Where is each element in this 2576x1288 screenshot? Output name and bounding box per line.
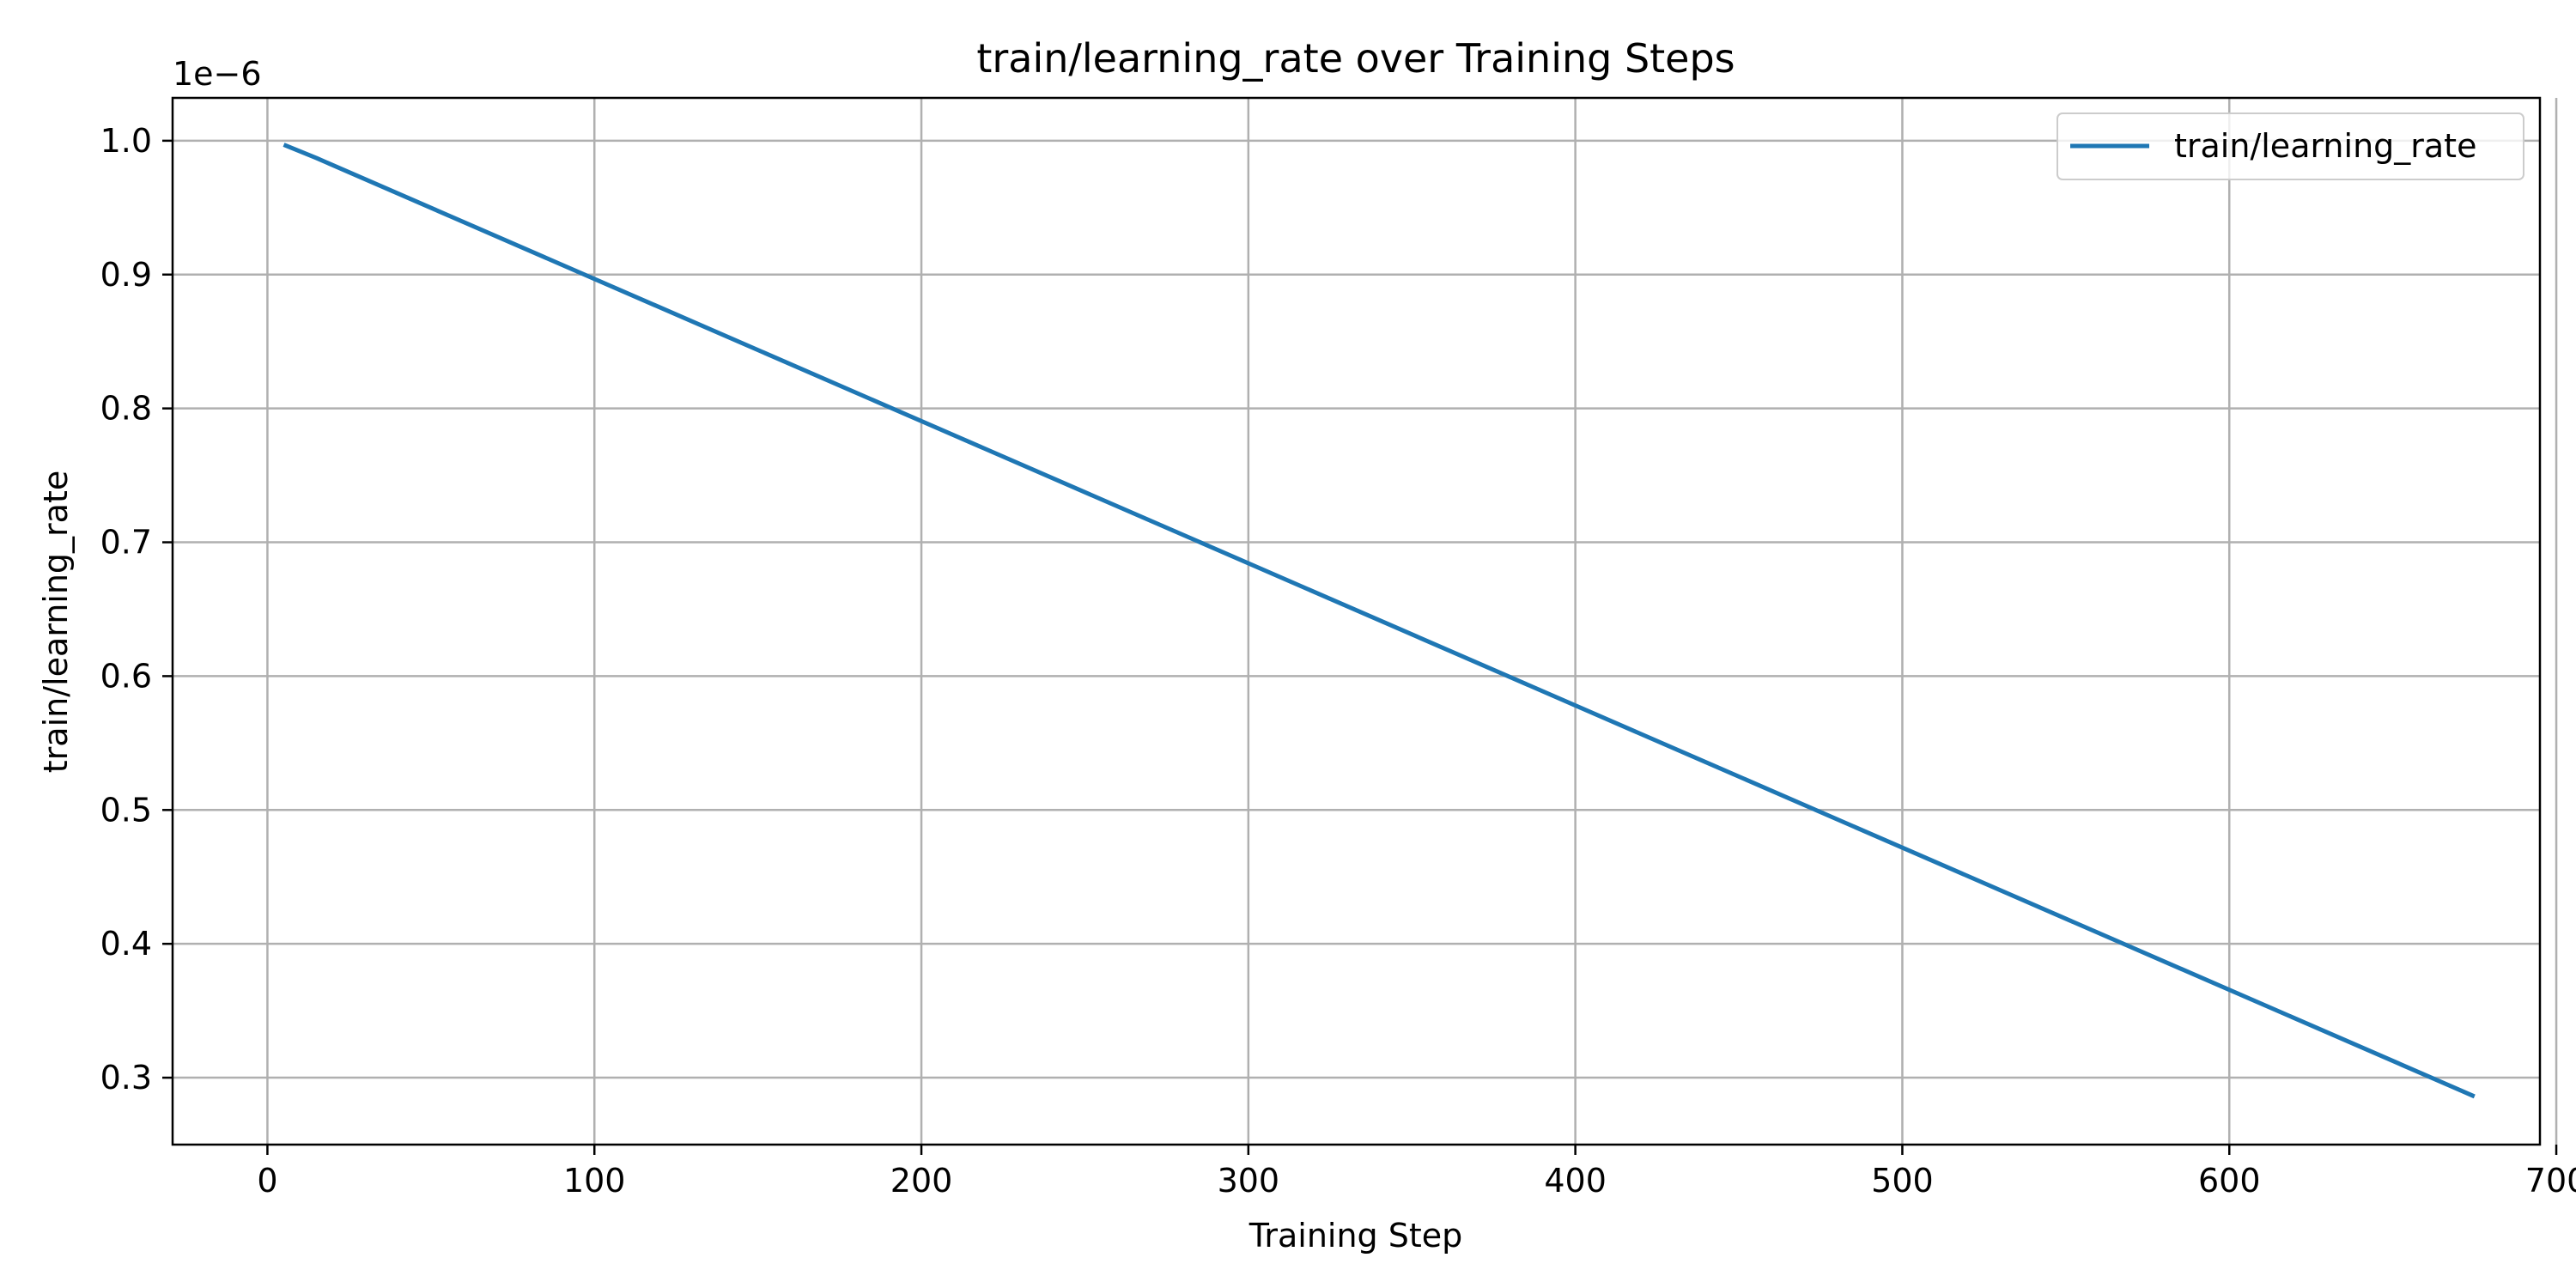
legend-label: train/learning_rate bbox=[2174, 127, 2476, 165]
grid bbox=[173, 98, 2558, 1145]
x-tick-label: 200 bbox=[890, 1162, 953, 1200]
plot-frame bbox=[171, 96, 2542, 1146]
y-axis-scale-label: 1e−6 bbox=[173, 55, 262, 93]
x-tick-label: 600 bbox=[2198, 1162, 2261, 1200]
x-tick-label: 300 bbox=[1218, 1162, 1280, 1200]
legend: train/learning_rate bbox=[2057, 112, 2524, 180]
x-tick-label: 0 bbox=[257, 1162, 277, 1200]
y-tick-label: 1.0 bbox=[100, 122, 152, 160]
series-line bbox=[283, 143, 2476, 1099]
y-tick-label: 0.4 bbox=[100, 925, 152, 963]
y-tick-label: 0.3 bbox=[100, 1059, 152, 1097]
x-tick-label: 500 bbox=[1871, 1162, 1934, 1200]
y-tick-label: 0.9 bbox=[100, 256, 152, 294]
y-tick-label: 0.5 bbox=[100, 791, 152, 829]
series-layer bbox=[283, 143, 2476, 1099]
y-axis-title: train/learning_rate bbox=[37, 471, 75, 773]
y-tick-label: 0.6 bbox=[100, 657, 152, 695]
legend-box bbox=[2057, 112, 2524, 180]
x-tick-label: 100 bbox=[563, 1162, 626, 1200]
x-axis: 0 100 200 300 400 500 600 700 bbox=[257, 1145, 2576, 1200]
x-axis-title: Training Step bbox=[1249, 1217, 1463, 1255]
y-tick-label: 0.7 bbox=[100, 524, 152, 562]
y-tick-label: 0.8 bbox=[100, 390, 152, 428]
x-tick-label: 400 bbox=[1544, 1162, 1607, 1200]
chart-title: train/learning_rate over Training Steps bbox=[976, 35, 1735, 82]
y-axis: 0.3 0.4 0.5 0.6 0.7 0.8 0.9 1.0 bbox=[100, 122, 173, 1097]
x-tick-label: 700 bbox=[2525, 1162, 2576, 1200]
